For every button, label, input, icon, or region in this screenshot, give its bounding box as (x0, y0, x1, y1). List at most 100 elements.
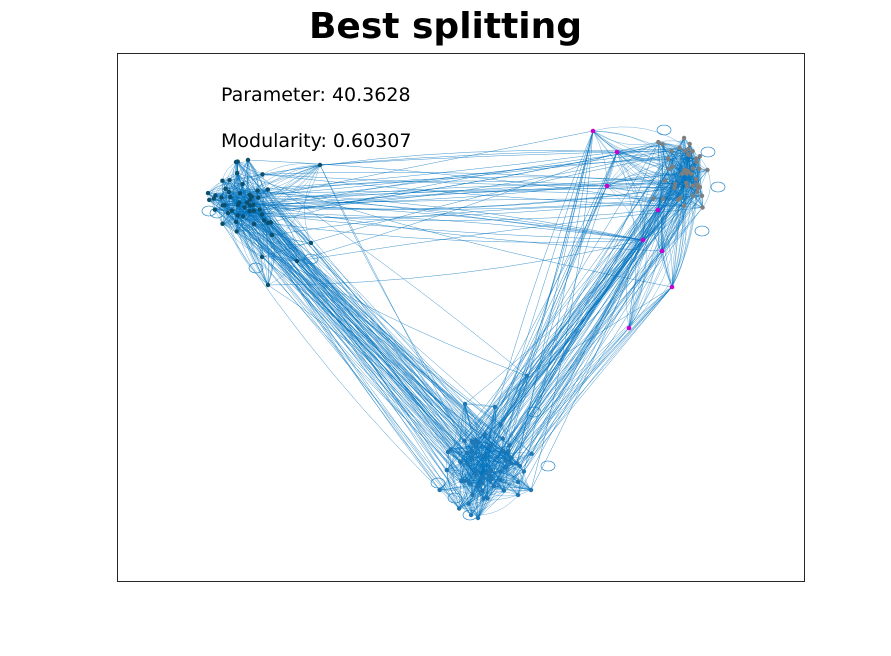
graph-edge (464, 169, 708, 482)
graph-edge (511, 186, 701, 458)
graph-node (687, 141, 692, 147)
graph-node (244, 200, 250, 205)
graph-node (233, 219, 239, 225)
graph-edge (236, 231, 263, 258)
graph-edge (225, 188, 259, 198)
graph-edge (460, 197, 681, 462)
graph-edge (439, 173, 687, 491)
graph-edge (658, 140, 690, 145)
graph-node (517, 463, 523, 469)
graph-edge (243, 143, 663, 217)
graph-edge (500, 185, 608, 472)
modularity-annotation: Modularity: 0.60307 (221, 130, 411, 152)
self-loop (656, 124, 672, 136)
graph-edge (246, 202, 494, 487)
graph-edge (262, 174, 608, 187)
graph-edge (249, 205, 473, 442)
graph-node (669, 148, 674, 154)
graph-node (445, 449, 451, 455)
graph-node (259, 254, 265, 260)
graph-edge (304, 164, 321, 244)
graph-node (265, 282, 271, 288)
graph-edge (503, 286, 673, 491)
graph-node (219, 195, 224, 200)
graph-edge (249, 176, 687, 196)
graph-edge (235, 221, 483, 478)
graph-edge (296, 151, 618, 262)
graph-edge (616, 141, 659, 153)
graph-edge (592, 130, 608, 187)
graph-edge (229, 179, 478, 443)
graph-node (269, 232, 275, 238)
graph-node (268, 220, 273, 225)
graph-edge (490, 479, 519, 496)
graph-edge (267, 239, 644, 286)
graph-edge (261, 256, 461, 462)
graph-node (205, 190, 211, 196)
graph-edge (253, 147, 680, 211)
graph-edge (222, 223, 298, 262)
graph-edge (249, 205, 466, 405)
self-loop (526, 406, 542, 418)
graph-node (475, 515, 481, 521)
graph-node (500, 449, 506, 454)
graph-edge (222, 130, 594, 206)
graph-node (240, 214, 246, 219)
graph-node (686, 146, 691, 152)
graph-edge (222, 180, 250, 196)
graph-edge (592, 126, 693, 152)
graph-edge (261, 214, 476, 475)
graph-node (670, 164, 675, 169)
graph-edge (500, 130, 594, 425)
graph-edge (239, 193, 510, 446)
graph-edge (221, 197, 449, 453)
graph-edge (262, 163, 321, 175)
graph-node (456, 506, 462, 511)
graph-node (223, 186, 228, 191)
graph-node (464, 451, 470, 456)
graph-edge (475, 141, 659, 448)
graph-node (256, 195, 261, 200)
graph-node (265, 187, 270, 192)
modularity-value: 0.60307 (332, 130, 412, 152)
graph-node (673, 181, 678, 187)
graph-node (697, 166, 702, 171)
graph-edge (237, 198, 654, 206)
graph-node (501, 488, 507, 493)
graph-edge (221, 164, 321, 198)
graph-edge (239, 186, 700, 194)
graph-edge (494, 250, 663, 408)
graph-edge (477, 150, 672, 487)
graph-node (251, 221, 257, 227)
graph-edge (653, 185, 694, 200)
self-loop (710, 181, 726, 193)
graph-edge (221, 164, 321, 198)
graph-edge (592, 130, 683, 174)
graph-node (521, 469, 527, 474)
graph-edge (489, 151, 618, 447)
graph-node (679, 171, 685, 176)
graph-node (484, 470, 489, 476)
graph-edge (221, 197, 483, 484)
graph-edge (222, 223, 528, 377)
graph-node (235, 213, 240, 218)
graph-edge (261, 256, 269, 286)
graph-edge (262, 174, 703, 208)
graph-edge (258, 197, 644, 241)
graph-edge (221, 173, 687, 198)
graph-edge (213, 159, 249, 199)
graph-node (466, 501, 471, 506)
graph-edge (214, 209, 503, 439)
graph-node (667, 166, 672, 171)
graph-node (695, 189, 700, 195)
graph-edge (490, 150, 693, 481)
graph-node (225, 210, 231, 216)
graph-edge (238, 202, 505, 491)
graph-node (669, 284, 675, 290)
parameter-label: Parameter: (221, 84, 326, 106)
graph-node (475, 484, 480, 489)
graph-nodes (205, 128, 710, 521)
graph-edge (267, 222, 644, 243)
graph-node (684, 180, 689, 185)
